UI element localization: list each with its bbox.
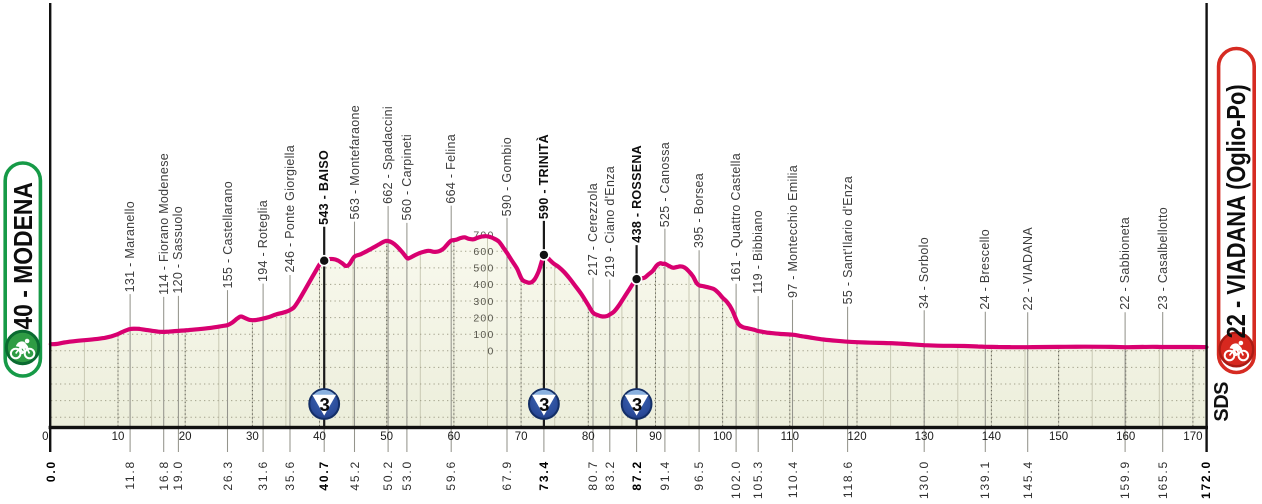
- svg-text:300: 300: [473, 296, 494, 308]
- svg-text:100: 100: [473, 329, 494, 341]
- svg-text:500: 500: [473, 263, 494, 275]
- svg-text:600: 600: [473, 246, 494, 258]
- svg-text:200: 200: [473, 312, 494, 324]
- svg-text:3: 3: [632, 394, 642, 415]
- svg-text:0: 0: [487, 346, 494, 358]
- svg-text:3: 3: [319, 394, 329, 415]
- svg-text:3: 3: [539, 394, 549, 415]
- svg-text:400: 400: [473, 279, 494, 291]
